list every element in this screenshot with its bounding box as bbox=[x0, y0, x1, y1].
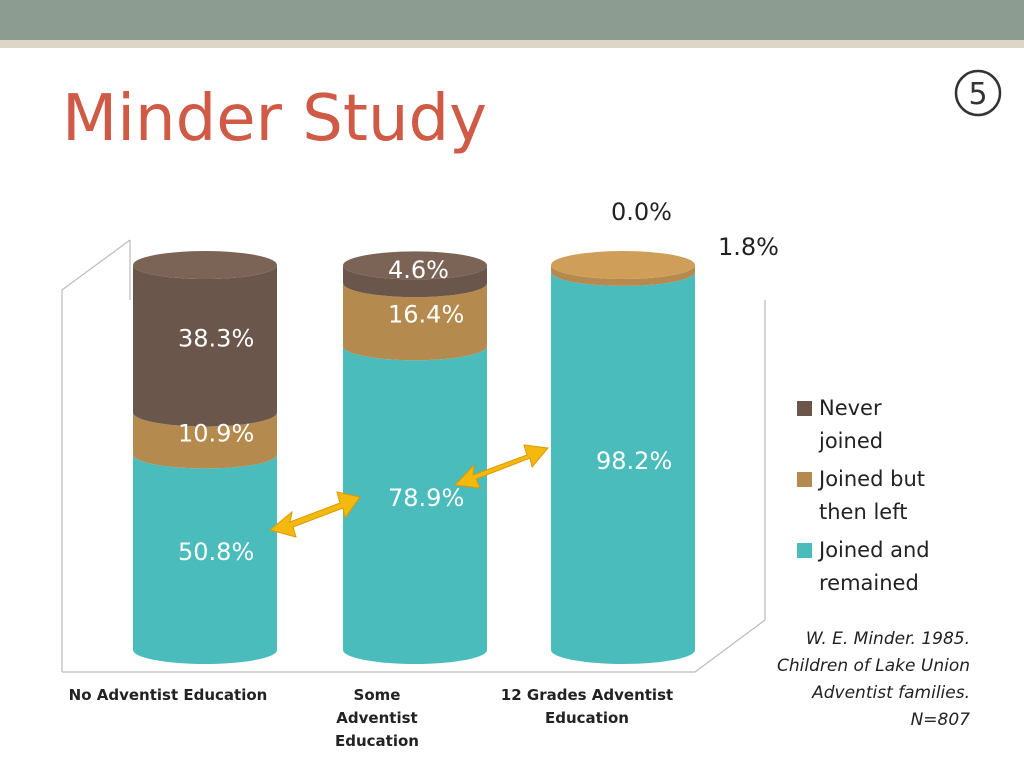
cylinder-segment bbox=[133, 454, 277, 664]
x-tick-label: No Adventist Education bbox=[68, 686, 268, 704]
legend-swatch bbox=[797, 401, 812, 416]
arrows bbox=[268, 444, 549, 538]
citation-line: Adventist families. bbox=[812, 683, 970, 703]
slide-number: 5 bbox=[968, 77, 987, 112]
x-tick-label: Some Adventist Education bbox=[335, 686, 419, 750]
cylinder-segment bbox=[551, 271, 695, 664]
data-label: 78.9% bbox=[388, 484, 464, 512]
legend-label: Joined and remained bbox=[819, 538, 930, 595]
cylinder-segment bbox=[551, 265, 695, 286]
citation-line: W. E. Minder. 1985. bbox=[805, 629, 970, 649]
cylinder-top bbox=[551, 251, 695, 279]
data-label: 0.0% bbox=[611, 198, 672, 226]
data-label: 38.3% bbox=[178, 325, 254, 353]
data-label: 98.2% bbox=[596, 447, 672, 475]
legend-swatch bbox=[797, 543, 812, 558]
citation-line: N=807 bbox=[910, 710, 970, 730]
data-label: 16.4% bbox=[388, 301, 464, 329]
cylinder-segment bbox=[343, 265, 487, 298]
legend-label: Never joined bbox=[819, 396, 884, 453]
top-stripe bbox=[0, 40, 1024, 48]
slide-number-circle bbox=[954, 69, 1002, 117]
data-label: 10.9% bbox=[178, 419, 254, 447]
x-tick-label: 12 Grades Adventist Education bbox=[500, 686, 674, 727]
citation: W. E. Minder. 1985. Children of Lake Unio… bbox=[777, 626, 970, 734]
data-label: 50.8% bbox=[178, 538, 254, 566]
cylinder-top bbox=[343, 251, 487, 280]
legend-item: Joined but then left bbox=[797, 463, 967, 529]
cylinder-segment bbox=[343, 346, 487, 664]
legend-item: Never joined bbox=[797, 392, 967, 458]
top-band bbox=[0, 0, 1024, 40]
cylinder-segment bbox=[133, 265, 277, 427]
chart-title: Minder Study bbox=[62, 82, 487, 156]
cylinder-top bbox=[133, 251, 277, 279]
citation-line: Children of Lake Union bbox=[776, 656, 970, 676]
cylinder-segment bbox=[133, 412, 277, 469]
data-label: 4.6% bbox=[388, 256, 449, 284]
legend-item: Joined and remained bbox=[797, 534, 967, 600]
legend-label: Joined but then left bbox=[819, 467, 925, 524]
data-label: 1.8% bbox=[718, 233, 779, 261]
chart-frame bbox=[61, 239, 766, 673]
legend-swatch bbox=[797, 472, 812, 487]
cylinder-segment bbox=[343, 283, 487, 361]
